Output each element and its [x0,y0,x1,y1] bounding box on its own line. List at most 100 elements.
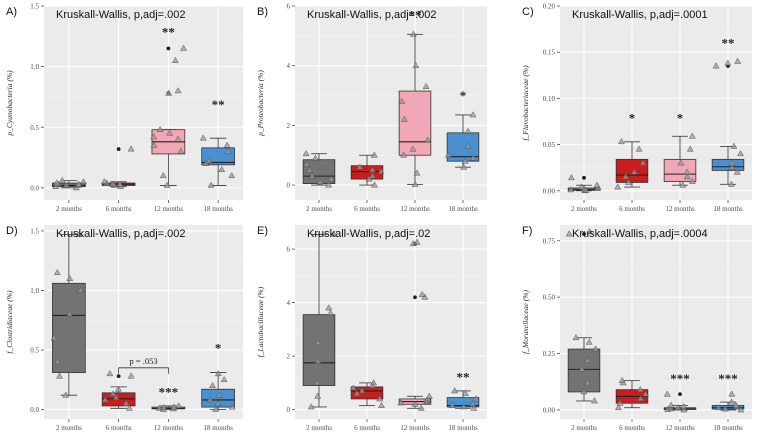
panel-letter: F) [522,225,532,237]
significance-label: ** [457,370,470,385]
data-point [156,125,164,133]
panel-title: Kruskall-Wallis, p,adj=.002 [56,228,186,240]
data-point [425,392,433,399]
data-point [728,163,736,170]
y-tick-label: 4 [287,62,291,70]
box-3 [398,90,432,156]
y-tick-label: 0.5 [30,346,39,354]
data-point [127,372,135,379]
significance-label: * [215,340,222,355]
data-point [451,387,459,394]
data-point [724,59,732,66]
data-point [325,181,333,188]
data-point [677,159,685,166]
panel-title: Kruskall-Wallis, p,adj=.0001 [572,9,708,21]
box-4 [711,158,745,171]
data-point [50,334,58,341]
data-point [472,395,480,402]
data-point [460,403,468,410]
x-tick-label: 6 months [354,424,380,432]
outlier-point [678,392,682,397]
data-point [470,404,478,411]
data-point [737,150,745,157]
data-point [150,133,158,140]
data-point [58,176,66,183]
data-point [165,89,173,96]
data-point [101,396,109,403]
x-tick-label: 18 months [203,424,233,432]
data-point [667,401,675,408]
data-point [77,286,85,293]
data-point [584,356,591,363]
data-point [349,384,357,391]
data-point [580,388,588,395]
data-point [461,389,469,396]
x-tick-label: 6 months [106,205,132,213]
data-point [417,404,425,411]
y-tick-label: 2 [287,122,291,130]
data-point [444,151,452,158]
data-point [730,142,738,149]
panel-title: Kruskall-Wallis, p,adj=.02 [307,228,430,240]
data-point [464,127,472,134]
data-point [314,339,322,346]
significance-label: ** [162,24,175,39]
data-point [614,404,622,411]
y-tick-label: 0.00 [543,406,556,414]
data-point [62,391,70,398]
data-point [62,181,70,188]
data-point [311,154,319,161]
data-point [448,401,456,408]
y-tick-label: 6 [287,246,291,254]
data-point [680,406,688,413]
data-point [411,180,419,187]
significance-label: * [677,110,684,125]
data-point [209,381,217,389]
data-point [618,376,626,383]
y-tick-label: 2 [287,353,291,361]
y-tick-label: 0.05 [543,141,556,149]
data-point [683,168,691,175]
y-tick-label: 0.10 [543,95,556,103]
y-axis-label: p_Cyanobacteria (%) [5,70,14,137]
data-point [325,304,333,311]
box-2 [350,386,384,400]
data-point [622,173,630,180]
data-point [174,135,182,142]
outlier-point [116,374,121,379]
data-point [307,403,315,410]
data-point [398,97,406,104]
data-point [171,56,179,63]
data-point [166,129,174,136]
data-point [125,404,133,411]
significance-label: * [460,88,467,103]
y-tick-label: 0 [287,406,291,414]
panel-E: 0 2 4 6 2 months 6 months 12 months 18 months **… [256,225,487,432]
data-point [314,392,322,399]
panel-title: Kruskall-Wallis, p,adj=.0004 [572,228,708,240]
y-tick-label: 1.0 [30,287,39,295]
data-point [639,159,647,166]
panel-letter: D) [6,225,18,237]
data-point [565,230,573,237]
data-point [413,169,421,176]
data-point [663,390,671,397]
data-point [567,174,575,181]
data-point [303,160,311,167]
data-point [353,389,361,396]
data-point [228,172,236,179]
x-tick-label: 2 months [571,424,597,432]
data-point [207,181,215,188]
data-point [228,403,236,410]
x-tick-label: 2 months [56,424,82,432]
y-tick-label: 1.5 [30,227,39,235]
data-point [114,385,122,392]
data-point [75,180,83,187]
panel-F: 0.00 0.25 0.50 0.75 2 months 6 months 12 month… [521,225,752,432]
y-tick-label: 1.0 [30,63,39,71]
data-point [214,370,222,377]
y-tick-label: 4 [287,299,291,307]
data-point [584,379,592,386]
box-4 [201,388,235,408]
data-point [220,376,228,383]
